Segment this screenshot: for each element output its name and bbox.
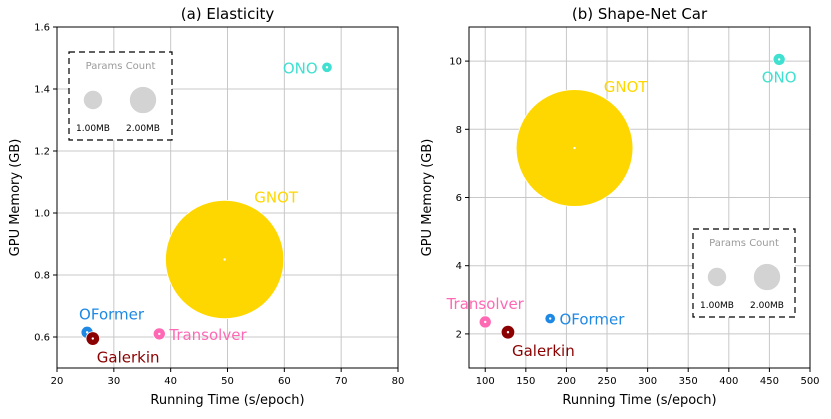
x-tick-label: 500	[800, 376, 819, 387]
x-tick-label: 250	[597, 376, 616, 387]
params-legend: Params Count 1.00MB 2.00MB	[68, 51, 173, 141]
x-axis-label: Running Time (s/epoch)	[562, 393, 716, 408]
x-tick-label: 60	[278, 376, 291, 387]
plot-frame	[468, 26, 811, 369]
point-center-dot	[548, 317, 552, 320]
y-tick-label: 6	[456, 193, 462, 204]
y-tick-label: 0.8	[34, 271, 50, 282]
point-center-dot	[158, 332, 161, 336]
x-tick-label: 300	[638, 376, 657, 387]
panel-1: (a) Elasticity 20 30 40 50 60 70 80 0.6 0.8 1.0 1.2…	[8, 5, 404, 408]
x-tick-label: 70	[335, 376, 348, 387]
point-center-dot	[325, 66, 329, 69]
legend-item-label: 2.00MB	[126, 124, 160, 134]
x-tick-label: 350	[679, 376, 698, 387]
legend-item-label: 1.00MB	[76, 124, 110, 134]
point-label: OFormer	[559, 311, 625, 329]
y-tick-label: 4	[456, 261, 462, 272]
point-label: ONO	[283, 59, 318, 77]
x-tick-label: 80	[392, 376, 405, 387]
params-legend: Params Count 1.00MB 2.00MB	[692, 228, 796, 318]
legend-size-marker	[753, 263, 781, 291]
point-center-dot	[223, 258, 226, 261]
y-tick-label: 1.4	[34, 85, 50, 96]
point-center-dot	[506, 330, 510, 334]
x-tick-label: 30	[107, 376, 120, 387]
chart-title: (b) Shape-Net Car	[572, 5, 708, 23]
x-tick-label: 150	[516, 376, 535, 387]
point-label: GNOT	[254, 189, 299, 207]
point-label: Transolver	[446, 295, 525, 313]
point-label: OFormer	[79, 305, 145, 323]
x-tick-label: 100	[476, 376, 495, 387]
legend-item-label: 1.00MB	[700, 301, 734, 311]
point-center-dot	[85, 331, 89, 334]
y-tick-label: 1.6	[34, 23, 50, 34]
point-center-dot	[573, 146, 576, 150]
point-label: Transolver	[168, 326, 247, 344]
legend-size-marker	[707, 266, 728, 287]
point-center-dot	[484, 320, 487, 324]
x-tick-label: 400	[719, 376, 738, 387]
x-tick-label: 50	[221, 376, 234, 387]
point-label: ONO	[762, 68, 797, 86]
y-tick-label: 0.6	[34, 333, 50, 344]
plot-frame	[56, 26, 399, 369]
point-center-dot	[777, 58, 781, 61]
x-tick-label: 200	[557, 376, 576, 387]
y-tick-label: 2	[456, 329, 462, 340]
x-tick-label: 450	[760, 376, 779, 387]
chart-title: (a) Elasticity	[181, 5, 275, 23]
point-label: Galerkin	[97, 348, 160, 366]
point-center-dot	[91, 337, 95, 340]
x-axis-label: Running Time (s/epoch)	[150, 393, 304, 408]
x-tick-label: 40	[164, 376, 177, 387]
point-label: Galerkin	[512, 342, 575, 360]
y-axis-label: GPU Memory (GB)	[8, 139, 23, 257]
legend-size-marker	[83, 90, 104, 111]
point-label: GNOT	[604, 78, 649, 96]
legend-item-label: 2.00MB	[750, 301, 784, 311]
y-tick-label: 8	[456, 125, 462, 136]
y-tick-label: 1.0	[34, 209, 50, 220]
y-tick-label: 1.2	[34, 147, 50, 158]
legend-title: Params Count	[86, 61, 156, 72]
legend-title: Params Count	[709, 238, 779, 249]
y-axis-label: GPU Memory (GB)	[420, 139, 435, 257]
legend-size-marker	[129, 86, 157, 114]
y-tick-label: 10	[449, 57, 462, 68]
x-tick-label: 20	[51, 376, 64, 387]
